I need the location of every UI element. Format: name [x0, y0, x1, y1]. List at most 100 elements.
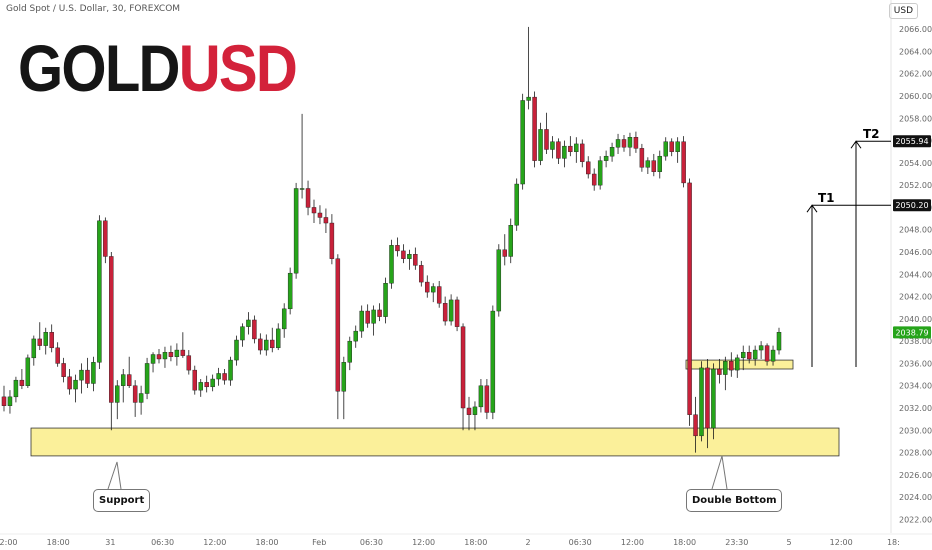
candle-body: [115, 385, 120, 403]
candle-body: [431, 286, 436, 293]
candle: [281, 303, 287, 338]
candle-body: [103, 220, 108, 257]
candle-body: [359, 310, 364, 332]
candle-body: [389, 245, 394, 284]
x-tick-label: 12:00: [0, 538, 18, 547]
candle-body: [514, 183, 519, 226]
candle-body: [454, 299, 460, 327]
candle: [544, 112, 549, 154]
candle-body: [19, 379, 25, 386]
currency-button[interactable]: USD: [888, 3, 918, 19]
candle-body: [419, 265, 424, 283]
candle: [776, 327, 782, 355]
candle-body: [109, 256, 114, 403]
candle-body: [627, 137, 633, 148]
candle-body: [383, 283, 388, 317]
target-2-price-tag: 2055.94: [895, 137, 928, 146]
candle: [234, 335, 239, 366]
candle: [556, 138, 561, 164]
candle: [681, 136, 686, 188]
candle: [717, 358, 722, 384]
candle-body: [246, 319, 251, 327]
candle: [144, 357, 150, 400]
candle-body: [31, 338, 37, 359]
candle: [466, 396, 472, 431]
candle: [484, 379, 490, 420]
candle-body: [413, 254, 418, 266]
candle-body: [132, 385, 138, 403]
candle: [419, 260, 424, 287]
x-tick-label: 18:00: [673, 538, 696, 547]
candle-body: [764, 345, 770, 362]
candle: [603, 150, 609, 168]
y-tick-label: 2062.00: [899, 70, 932, 79]
y-tick-label: 2048.00: [899, 226, 932, 235]
candle: [645, 157, 651, 174]
candle-body: [37, 338, 42, 346]
x-tick-label: 18:00: [255, 538, 278, 547]
candle: [37, 322, 42, 351]
candle-body: [311, 207, 317, 214]
candle-body: [508, 225, 513, 257]
candle: [764, 343, 770, 366]
candle-body: [770, 349, 776, 362]
candle-body: [156, 354, 162, 360]
candle: [669, 138, 674, 157]
candle: [252, 315, 257, 344]
candle-body: [460, 326, 466, 409]
candle-body: [97, 220, 102, 363]
candle: [55, 342, 60, 367]
candle: [49, 324, 54, 353]
candle: [651, 153, 657, 177]
candle-body: [252, 319, 257, 340]
candle: [508, 218, 513, 264]
candle-body: [186, 355, 192, 371]
candle: [723, 356, 728, 391]
candle-body: [126, 374, 132, 386]
candle: [150, 352, 156, 373]
y-tick-label: 2038.00: [899, 337, 932, 346]
candle-body: [746, 352, 752, 360]
candle: [204, 375, 209, 393]
candle-body: [401, 250, 406, 259]
candle-body: [699, 367, 704, 437]
candle-body: [264, 339, 269, 351]
candle-body: [520, 100, 525, 185]
candle: [222, 369, 227, 385]
candle: [436, 280, 442, 308]
candle: [586, 156, 591, 179]
candle-body: [293, 188, 299, 274]
candle: [633, 131, 639, 153]
candle-body: [138, 393, 144, 403]
candle: [532, 91, 537, 168]
brand-title: GOLDUSD: [18, 30, 298, 106]
candle-body: [717, 368, 722, 375]
support-callout: Support: [93, 489, 151, 512]
candle-body: [174, 349, 180, 357]
candle: [496, 244, 502, 317]
candle: [752, 345, 758, 366]
candle-body: [526, 96, 531, 101]
candle: [478, 379, 484, 413]
candle: [550, 136, 555, 159]
candle: [687, 178, 692, 426]
y-tick-label: 2024.00: [899, 493, 932, 502]
candle: [538, 122, 543, 166]
candle-body: [317, 212, 323, 218]
x-tick-label: 2: [525, 538, 530, 547]
candle-body: [79, 369, 84, 381]
candle: [735, 354, 740, 378]
candle-body: [568, 145, 573, 152]
support-zone: [30, 427, 840, 457]
candle-body: [490, 310, 496, 413]
candle: [597, 156, 603, 190]
target-1-price-tag: 2050.20: [895, 201, 928, 210]
candle-body: [705, 367, 710, 429]
candle: [19, 369, 25, 390]
candle-body: [478, 385, 484, 408]
candle: [741, 345, 746, 371]
candle: [305, 180, 311, 216]
candle-body: [7, 396, 13, 406]
candle: [91, 356, 96, 392]
